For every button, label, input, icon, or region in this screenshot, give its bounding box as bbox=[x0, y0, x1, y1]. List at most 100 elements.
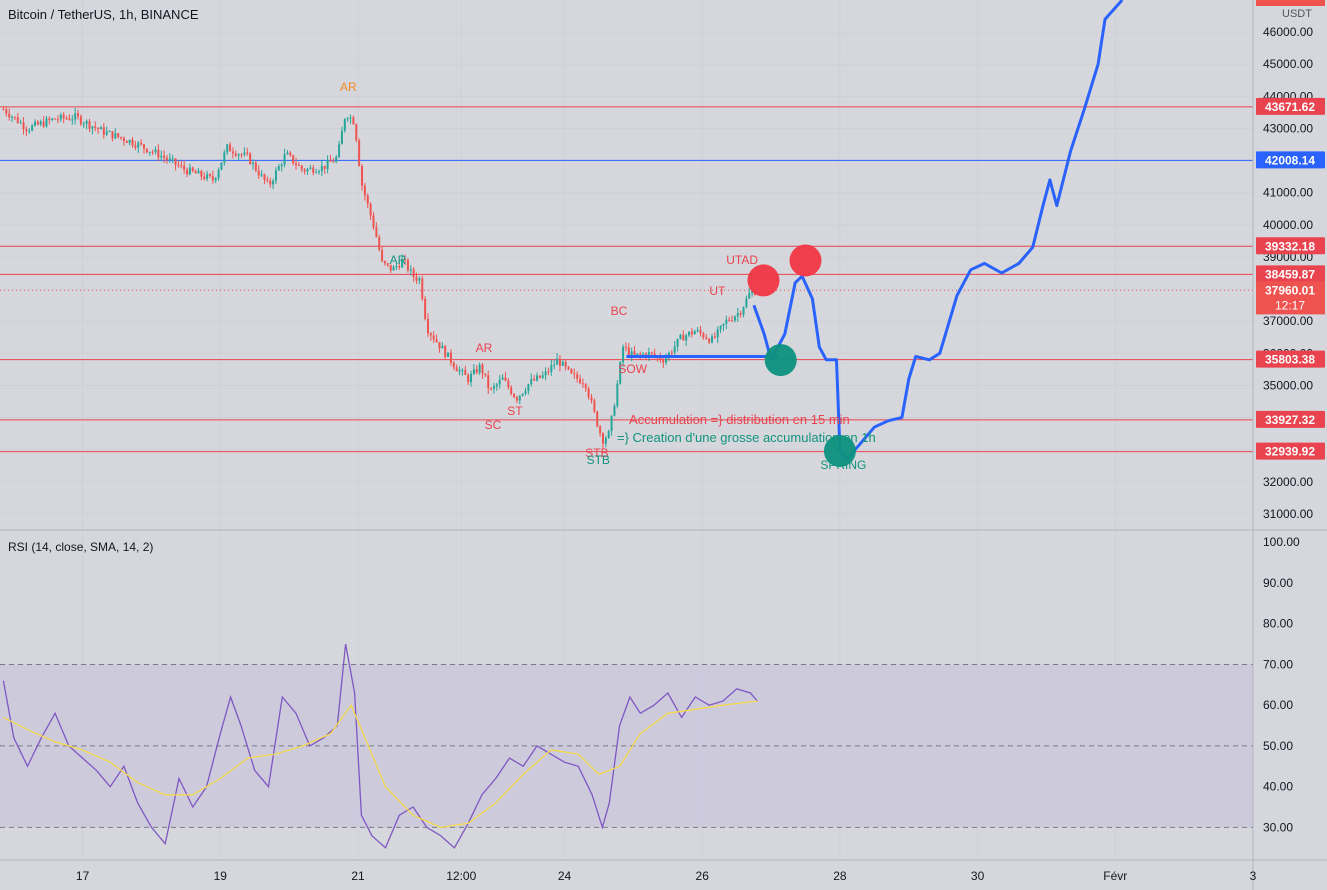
price-tick-label: 43000.00 bbox=[1263, 121, 1313, 135]
wyckoff-label: UT bbox=[709, 283, 726, 298]
price-tick-label: 45000.00 bbox=[1263, 57, 1313, 71]
time-tick-label: 28 bbox=[833, 869, 847, 883]
candle-body bbox=[289, 152, 292, 156]
candle-body bbox=[504, 377, 507, 381]
currency-label: USDT bbox=[1282, 8, 1312, 20]
candle-body bbox=[200, 170, 203, 177]
candle-body bbox=[467, 374, 470, 383]
candle-body bbox=[492, 386, 495, 389]
candle-body bbox=[188, 167, 191, 175]
candle-body bbox=[487, 375, 490, 389]
candle-body bbox=[102, 127, 105, 135]
marker-circle bbox=[789, 244, 822, 277]
candle-body bbox=[13, 116, 16, 118]
candle-body bbox=[59, 114, 62, 120]
countdown-tag: 12:17 bbox=[1275, 298, 1305, 312]
rsi-tick-label: 50.00 bbox=[1263, 739, 1293, 753]
candle-body bbox=[269, 180, 272, 185]
candle-body bbox=[186, 169, 189, 175]
candle-body bbox=[274, 170, 277, 181]
candle-body bbox=[51, 118, 54, 120]
candle-body bbox=[601, 433, 604, 444]
candle-body bbox=[171, 158, 174, 160]
candle-body bbox=[736, 313, 739, 317]
candle-body bbox=[633, 351, 636, 355]
candle-body bbox=[728, 319, 731, 321]
candle-body bbox=[111, 131, 114, 139]
wyckoff-label: ST bbox=[507, 403, 523, 418]
rsi-lines bbox=[2, 643, 758, 849]
candle-body bbox=[710, 336, 713, 343]
horizontal-levels[interactable] bbox=[0, 106, 1253, 453]
candle-body bbox=[355, 124, 358, 141]
candle-body bbox=[148, 151, 151, 153]
price-tag-bg bbox=[1256, 265, 1325, 283]
candle-body bbox=[593, 400, 596, 412]
rsi-tick-label: 100.00 bbox=[1263, 535, 1300, 549]
candle-body bbox=[74, 113, 77, 120]
candle-body bbox=[194, 171, 197, 174]
candle-body bbox=[317, 171, 320, 173]
wyckoff-label: AR bbox=[475, 340, 493, 355]
candle-body bbox=[613, 405, 616, 416]
candle-body bbox=[438, 342, 441, 349]
candle-body bbox=[725, 319, 728, 324]
current-price-tag: 37960.01 bbox=[1265, 283, 1315, 297]
candle-body bbox=[676, 338, 679, 347]
candle-body bbox=[165, 157, 168, 160]
drawings[interactable] bbox=[626, 0, 1124, 467]
candle-body bbox=[343, 118, 346, 131]
candle-body bbox=[203, 176, 206, 179]
candle-body bbox=[507, 380, 510, 388]
candle-body bbox=[5, 109, 8, 114]
candle-body bbox=[455, 367, 458, 372]
candle-body bbox=[452, 362, 455, 368]
candle-body bbox=[340, 130, 343, 145]
candle-body bbox=[134, 145, 137, 148]
candle-body bbox=[292, 155, 295, 164]
candle-body bbox=[372, 215, 375, 228]
price-tick-label: 32000.00 bbox=[1263, 475, 1313, 489]
candle-body bbox=[272, 180, 275, 185]
candle-body bbox=[553, 364, 556, 366]
price-tag: 42008.14 bbox=[1265, 153, 1315, 167]
candle-body bbox=[541, 375, 544, 378]
candle-body bbox=[303, 169, 306, 172]
candle-body bbox=[326, 160, 329, 170]
candle-body bbox=[536, 375, 538, 381]
candle-body bbox=[604, 438, 607, 444]
candle-body bbox=[395, 266, 398, 268]
wyckoff-label: SC bbox=[484, 417, 502, 432]
candle-body bbox=[389, 264, 392, 271]
candle-body bbox=[143, 144, 146, 149]
marker-circle bbox=[764, 344, 797, 377]
rsi-line bbox=[2, 643, 758, 849]
candle-body bbox=[682, 334, 685, 341]
candle-body bbox=[65, 118, 68, 120]
time-tick-label: 24 bbox=[558, 869, 572, 883]
candle-body bbox=[745, 298, 748, 308]
candle-body bbox=[2, 109, 5, 111]
candle-body bbox=[458, 370, 461, 372]
price-tag: 39332.18 bbox=[1265, 239, 1315, 253]
candle-body bbox=[263, 174, 266, 180]
candle-body bbox=[501, 377, 504, 380]
candle-body bbox=[498, 379, 501, 385]
candle-body bbox=[513, 394, 516, 398]
candle-body bbox=[426, 319, 429, 334]
candle-body bbox=[329, 160, 332, 162]
projection-line bbox=[752, 0, 1124, 461]
candle-body bbox=[447, 352, 450, 357]
candle-body bbox=[108, 131, 111, 133]
marker-circle bbox=[823, 434, 856, 467]
candle-body bbox=[630, 351, 633, 356]
candle-body bbox=[478, 364, 481, 373]
candle-body bbox=[338, 144, 341, 158]
candle-body bbox=[28, 130, 31, 132]
candle-body bbox=[688, 331, 691, 336]
price-tag-bg bbox=[1256, 442, 1325, 460]
candle-body bbox=[636, 353, 639, 355]
candle-body bbox=[42, 121, 45, 127]
candle-body bbox=[378, 236, 381, 251]
